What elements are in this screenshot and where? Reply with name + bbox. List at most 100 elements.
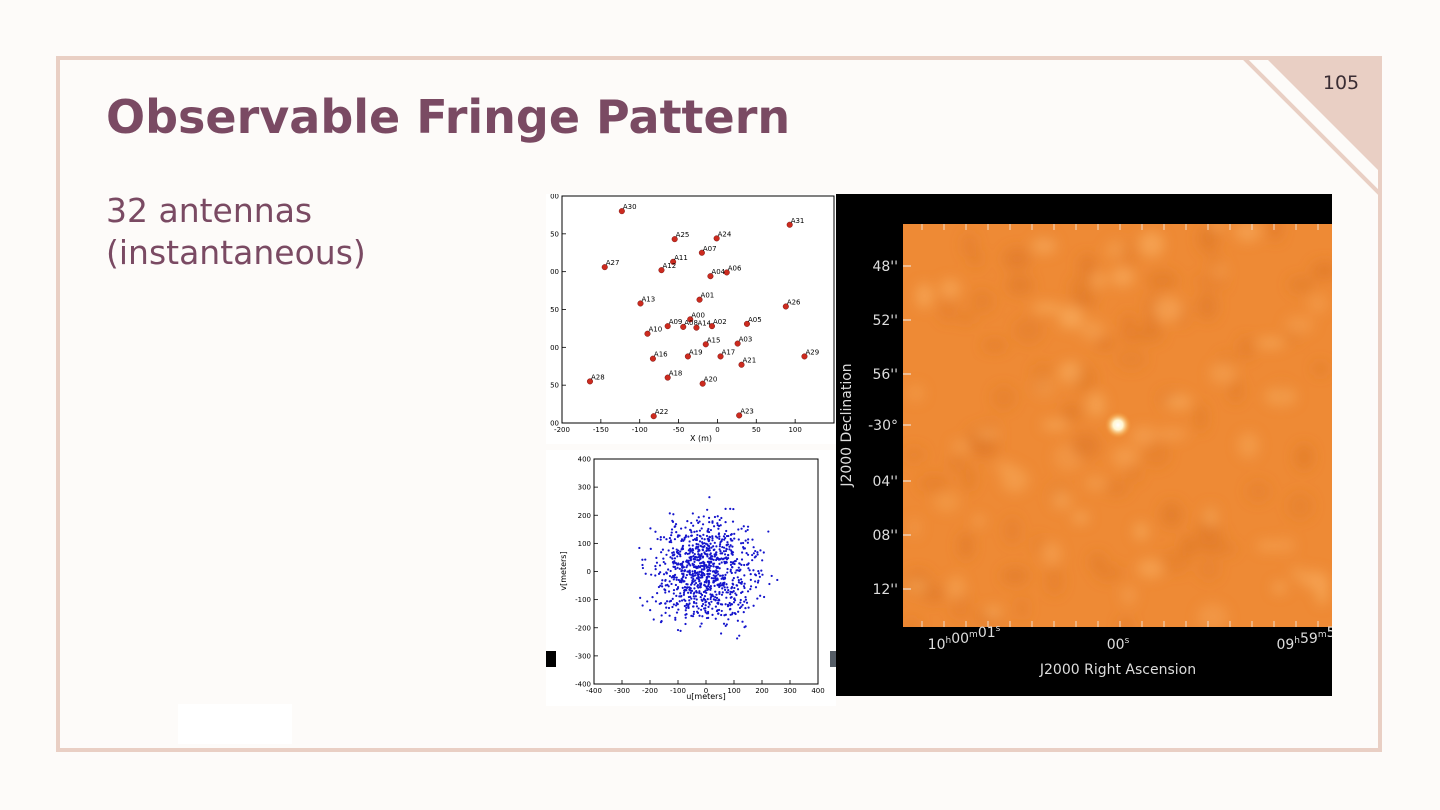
uv-sample-point (693, 591, 696, 594)
uv-sample-point (724, 573, 727, 576)
uv-sample-point (737, 610, 740, 613)
noise-blob (1007, 275, 1033, 295)
uv-sample-point (713, 553, 716, 556)
noise-blob (1238, 336, 1255, 360)
uv-sample-point (694, 574, 697, 577)
uv-sample-point (717, 598, 720, 601)
uv-sample-point (733, 532, 736, 535)
uv-sample-point (712, 570, 715, 573)
uv-sample-point (701, 549, 705, 552)
uv-sample-point (651, 596, 654, 599)
image-fragment (546, 651, 556, 667)
noise-blob (903, 617, 922, 627)
antenna-marker (671, 236, 678, 243)
uv-sample-point (725, 556, 728, 559)
uv-sample-point (723, 586, 726, 589)
noise-blob (1180, 534, 1198, 557)
antenna-marker (618, 208, 625, 215)
uv-sample-point (711, 535, 714, 538)
uv-sample-point (701, 523, 705, 526)
uv-sample-point (727, 534, 730, 538)
uv-sample-point (734, 559, 737, 563)
uv-sample-point (684, 609, 687, 612)
uv-sample-point (674, 525, 677, 528)
uv-sample-point (720, 613, 723, 617)
uv-sample-point (646, 600, 649, 603)
uv-sample-point (754, 586, 758, 589)
noise-blob (1033, 377, 1055, 398)
noise-blob (1095, 337, 1114, 351)
uv-sample-point (675, 602, 678, 605)
blank-placeholder (178, 704, 292, 744)
uv-sample-point (708, 496, 711, 499)
uv-sample-point (729, 570, 732, 573)
uv-sample-point (721, 545, 724, 549)
uv-sample-point (710, 561, 713, 564)
uv-sample-point (686, 520, 689, 523)
noise-blob (1295, 444, 1313, 470)
noise-blob (1256, 337, 1286, 349)
uv-sample-point (722, 550, 726, 553)
point-source (1104, 411, 1132, 439)
uv-sample-point (691, 512, 694, 515)
uv-sample-point (717, 602, 720, 605)
uv-sample-point (713, 584, 716, 587)
antenna-marker (586, 378, 593, 385)
dec-tick-label: 52'' (872, 313, 898, 329)
uv-sample-point (737, 538, 740, 541)
uv-sample-point (693, 552, 696, 556)
layout-y-tick-label: 50 (550, 230, 559, 238)
uv-sample-point (704, 542, 708, 545)
uv-sample-point (707, 605, 710, 608)
antenna-marker (696, 296, 703, 303)
noise-blob (1032, 535, 1045, 553)
uv-sample-point (757, 570, 760, 573)
uv-sample-point (681, 564, 684, 567)
uv-sample-point (725, 543, 728, 546)
uv-sample-point (713, 548, 716, 551)
uv-sample-point (725, 548, 728, 551)
uv-sample-point (687, 561, 690, 564)
uv-sample-point (717, 612, 720, 615)
uv-sample-point (711, 593, 714, 596)
antenna-marker (693, 324, 700, 331)
uv-sample-point (664, 584, 667, 587)
antenna-marker (644, 330, 651, 337)
noise-blob (1164, 393, 1193, 410)
antenna-label: A01 (701, 292, 715, 300)
uv-sample-point (739, 598, 742, 602)
uv-sample-point (715, 596, 719, 600)
noise-blob (1160, 549, 1191, 574)
uv-sample-point (684, 526, 687, 529)
uv-sample-point (654, 530, 657, 533)
uv-sample-point (740, 578, 743, 581)
uv-sample-point (688, 544, 691, 547)
uv-sample-point (727, 553, 730, 557)
uv-sample-point (698, 590, 701, 593)
uv-sample-point (685, 559, 689, 562)
uv-sample-point (734, 571, 737, 574)
uv-sample-point (725, 583, 728, 586)
uv-sample-point (692, 577, 695, 581)
layout-x-tick-label: -200 (554, 426, 570, 434)
uv-sample-point (672, 574, 676, 577)
uv-sample-point (744, 539, 747, 542)
uv-sample-point (752, 546, 755, 549)
noise-blob (950, 439, 972, 453)
uv-sample-point (696, 584, 700, 587)
uv-sample-point (639, 596, 642, 599)
noise-blob (1194, 403, 1207, 432)
noise-blob (1146, 270, 1178, 291)
uv-sample-point (709, 556, 712, 559)
uv-sample-point (704, 604, 707, 607)
noise-blob (1209, 362, 1237, 385)
uv-sample-point (701, 615, 704, 618)
uv-sample-point (754, 574, 758, 577)
uv-sample-point (655, 561, 659, 564)
uv-sample-point (693, 583, 696, 586)
uv-sample-point (723, 553, 727, 556)
uv-sample-point (676, 566, 679, 569)
uv-sample-point (689, 583, 693, 586)
uv-sample-point (682, 560, 685, 563)
uv-sample-point (701, 541, 704, 544)
